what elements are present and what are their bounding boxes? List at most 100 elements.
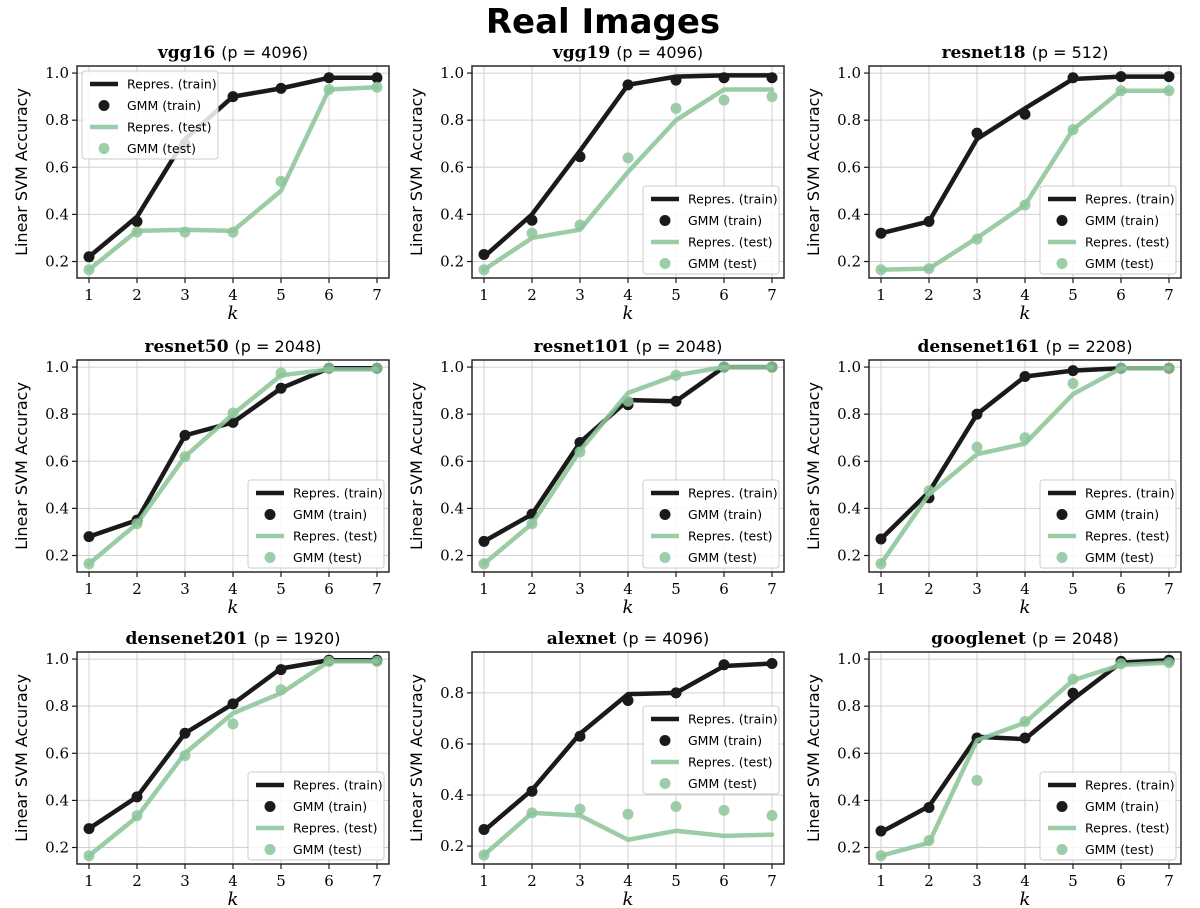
x-axis-label: k bbox=[1020, 597, 1031, 618]
legend-dot-marker bbox=[1056, 552, 1068, 563]
legend-dot-marker bbox=[1056, 215, 1068, 226]
y-tick-label: 0.2 bbox=[45, 547, 69, 565]
axes-frame bbox=[471, 65, 785, 279]
x-tick-label: 5 bbox=[276, 286, 286, 304]
panel-title-model: vgg19 bbox=[552, 43, 610, 63]
legend: Repres. (train) GMM (train) Repres. (test)… bbox=[1039, 771, 1177, 861]
data-point-gmm-train bbox=[574, 730, 586, 742]
legend-label: GMM (train) bbox=[688, 507, 762, 522]
panel-title-p: (p = 4096) bbox=[221, 43, 308, 62]
legend-label: Repres. (test) bbox=[688, 235, 773, 250]
data-point-gmm-train bbox=[371, 72, 383, 84]
data-point-gmm-test bbox=[718, 804, 730, 816]
legend-label: Repres. (train) bbox=[688, 192, 778, 207]
x-tick-label: 2 bbox=[924, 286, 934, 304]
legend: Repres. (train) GMM (train) Repres. (test)… bbox=[642, 479, 780, 569]
x-tick-label: 3 bbox=[972, 580, 982, 598]
data-point-gmm-test bbox=[1067, 673, 1079, 685]
legend-label: Repres. (test) bbox=[1085, 529, 1170, 544]
panel-title-p: (p = 4096) bbox=[622, 629, 709, 648]
x-tick-label: 2 bbox=[527, 286, 537, 304]
data-point-gmm-test bbox=[83, 264, 95, 276]
x-axis-label: k bbox=[228, 303, 239, 324]
legend: Repres. (train) GMM (train) Repres. (test)… bbox=[642, 185, 780, 275]
y-tick-label: 0.8 bbox=[45, 697, 69, 715]
x-tick-label: 2 bbox=[132, 872, 142, 890]
legend-label: Repres. (train) bbox=[1085, 486, 1175, 501]
x-tick-label: 5 bbox=[1068, 286, 1078, 304]
y-tick-label: 0.6 bbox=[440, 735, 464, 753]
data-point-gmm-test bbox=[670, 102, 682, 114]
panel-densenet161: densenet161 (p = 2208) 1 2 3 4 5 6 7 0.2 0.4 0.6 0.8… bbox=[804, 337, 1182, 618]
data-point-gmm-test bbox=[131, 226, 143, 238]
x-tick-label: 4 bbox=[1020, 580, 1030, 598]
legend-dot-marker bbox=[1056, 801, 1068, 812]
plot-area bbox=[83, 654, 383, 862]
x-axis-label: k bbox=[623, 303, 634, 324]
data-point-gmm-train bbox=[622, 79, 634, 91]
y-tick-label: 1.0 bbox=[45, 650, 69, 668]
legend-label: GMM (test) bbox=[1085, 842, 1154, 857]
legend-label: Repres. (test) bbox=[688, 529, 773, 544]
panel-vgg19: vgg19 (p = 4096) 1 2 3 4 5 6 7 0.2 0.4 0.6 0.8 1.0 k Li… bbox=[407, 43, 785, 324]
y-axis-label: Linear SVM Accuracy bbox=[407, 88, 426, 256]
x-tick-label: 1 bbox=[479, 580, 489, 598]
x-tick-label: 1 bbox=[479, 872, 489, 890]
x-tick-label: 6 bbox=[719, 286, 729, 304]
data-point-gmm-train bbox=[574, 151, 586, 163]
y-tick-label: 0.6 bbox=[440, 158, 464, 176]
x-tick-label: 7 bbox=[372, 286, 382, 304]
data-point-gmm-train bbox=[83, 823, 95, 835]
y-tick-label: 0.6 bbox=[440, 452, 464, 470]
data-point-gmm-test bbox=[1115, 658, 1127, 670]
y-tick-label: 0.4 bbox=[440, 786, 464, 804]
panel-title-p: (p = 512) bbox=[1032, 43, 1109, 62]
data-point-gmm-test bbox=[670, 801, 682, 813]
data-point-gmm-test bbox=[1115, 362, 1127, 374]
legend-box bbox=[642, 705, 780, 795]
x-tick-label: 4 bbox=[228, 286, 238, 304]
x-tick-label: 6 bbox=[1116, 580, 1126, 598]
y-tick-label: 0.6 bbox=[45, 744, 69, 762]
panel-title-model: densenet201 bbox=[126, 629, 248, 649]
panel-resnet101: resnet101 (p = 2048) 1 2 3 4 5 6 7 0.2 0.4 0.6 0.8 1.… bbox=[407, 337, 785, 618]
data-point-gmm-test bbox=[179, 750, 191, 762]
y-tick-label: 0.8 bbox=[440, 405, 464, 423]
y-tick-label: 0.4 bbox=[45, 499, 69, 517]
plot-area bbox=[478, 657, 778, 861]
data-point-gmm-test bbox=[83, 558, 95, 570]
y-tick-label: 0.8 bbox=[837, 405, 861, 423]
data-point-gmm-test bbox=[1163, 657, 1175, 669]
legend-dot-marker bbox=[264, 509, 276, 520]
y-tick-label: 0.8 bbox=[45, 111, 69, 129]
data-point-gmm-test bbox=[526, 807, 538, 819]
legend-box bbox=[81, 70, 219, 160]
panel-title-p: (p = 2048) bbox=[635, 337, 722, 356]
y-tick-label: 0.2 bbox=[837, 839, 861, 857]
x-tick-label: 6 bbox=[719, 580, 729, 598]
legend: Repres. (train) GMM (train) Repres. (test)… bbox=[81, 70, 219, 160]
panel-title-model: resnet18 bbox=[942, 43, 1026, 63]
panel-title: resnet18 (p = 512) bbox=[942, 43, 1109, 63]
legend-label: Repres. (test) bbox=[1085, 235, 1170, 250]
data-point-gmm-test bbox=[179, 451, 191, 463]
x-tick-label: 1 bbox=[876, 872, 886, 890]
panel-title: densenet161 (p = 2208) bbox=[918, 337, 1133, 357]
y-tick-label: 0.8 bbox=[837, 111, 861, 129]
legend-label: GMM (test) bbox=[688, 550, 757, 565]
data-point-gmm-train bbox=[227, 416, 239, 428]
x-tick-label: 5 bbox=[671, 872, 681, 890]
legend-label: GMM (train) bbox=[293, 799, 367, 814]
legend-label: Repres. (train) bbox=[127, 77, 217, 92]
y-tick-label: 1.0 bbox=[440, 64, 464, 82]
x-tick-label: 4 bbox=[623, 580, 633, 598]
panel-googlenet: googlenet (p = 2048) 1 2 3 4 5 6 7 0.2 0.4 0.6 0.8 1.… bbox=[804, 629, 1182, 908]
plot-area bbox=[875, 362, 1175, 570]
legend-dot-marker bbox=[1056, 258, 1068, 269]
y-axis-label: Linear SVM Accuracy bbox=[12, 382, 31, 550]
data-point-gmm-train bbox=[622, 695, 634, 707]
y-tick-label: 0.6 bbox=[45, 158, 69, 176]
x-tick-label: 2 bbox=[527, 872, 537, 890]
x-tick-label: 7 bbox=[1164, 580, 1174, 598]
x-tick-label: 5 bbox=[1068, 872, 1078, 890]
